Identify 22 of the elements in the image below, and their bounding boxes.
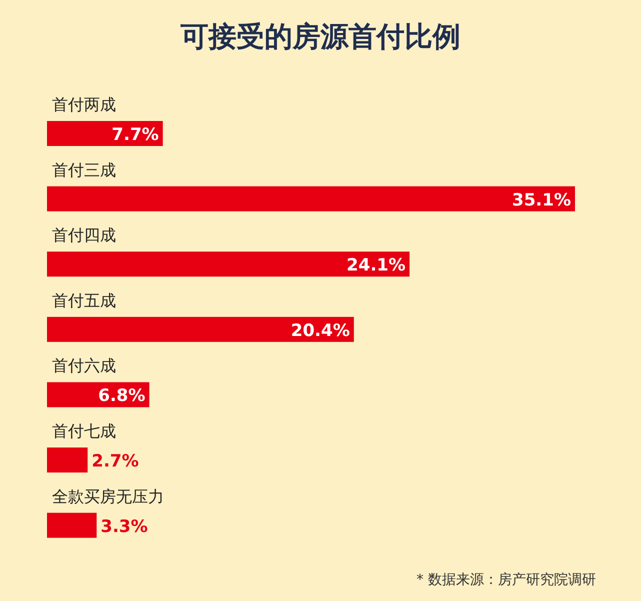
chart-title: 可接受的房源首付比例 <box>180 20 460 53</box>
y-tick-label: 首付三成 <box>52 160 116 180</box>
data-label: 24.1% <box>346 256 406 276</box>
y-tick-label: 首付六成 <box>52 356 116 376</box>
data-label: 6.8% <box>98 386 146 406</box>
y-tick-label: 首付七成 <box>52 422 116 440</box>
y-tick-label: 全款买房无压力 <box>52 486 164 506</box>
bar <box>47 316 354 342</box>
text: * 数据来源：房产研究院调研 <box>416 572 596 588</box>
data-label: 3.3% <box>100 516 148 537</box>
data-label: 20.4% <box>290 320 350 341</box>
data-label: 7.7% <box>112 125 159 145</box>
y-tick-label: 首付两成 <box>52 95 116 114</box>
y-tick-label: 首付五成 <box>52 290 116 310</box>
bar <box>47 448 88 472</box>
y-tick-label: 首付四成 <box>52 226 116 245</box>
data-label: 35.1% <box>512 190 571 210</box>
bar <box>47 121 163 146</box>
bar <box>47 252 410 277</box>
bar <box>47 512 97 538</box>
bar <box>47 186 575 212</box>
data-label: 2.7% <box>92 452 139 472</box>
